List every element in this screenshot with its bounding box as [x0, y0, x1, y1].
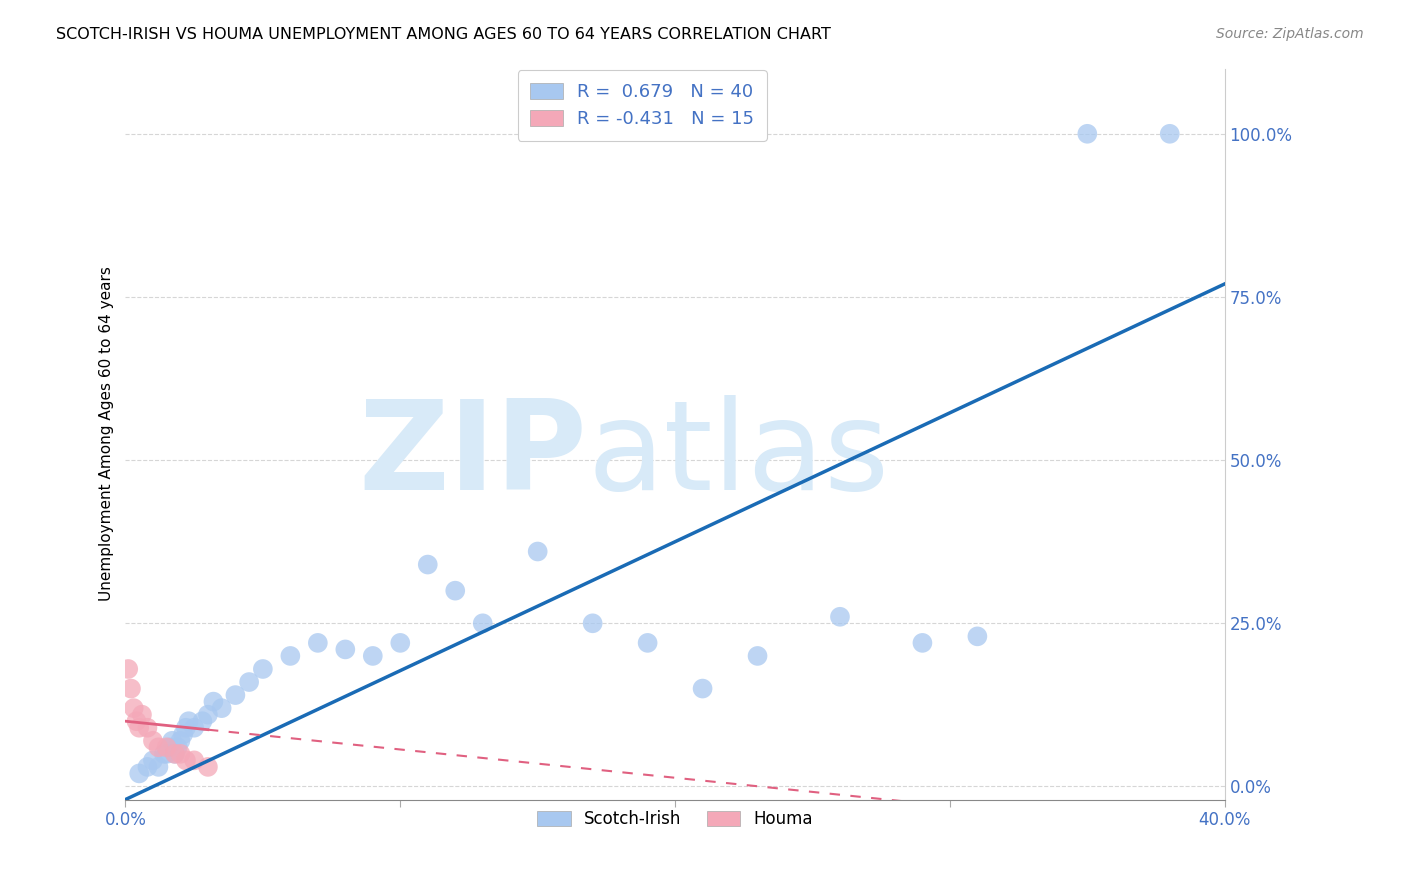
Point	[692, 681, 714, 696]
Point	[1159, 127, 1181, 141]
Point	[136, 760, 159, 774]
Point	[120, 681, 142, 696]
Point	[197, 707, 219, 722]
Point	[128, 721, 150, 735]
Point	[160, 733, 183, 747]
Point	[191, 714, 214, 729]
Point	[128, 766, 150, 780]
Point	[148, 760, 170, 774]
Point	[637, 636, 659, 650]
Text: atlas: atlas	[588, 395, 889, 516]
Text: Source: ZipAtlas.com: Source: ZipAtlas.com	[1216, 27, 1364, 41]
Point	[389, 636, 412, 650]
Point	[361, 648, 384, 663]
Point	[142, 753, 165, 767]
Point	[163, 747, 186, 761]
Y-axis label: Unemployment Among Ages 60 to 64 years: Unemployment Among Ages 60 to 64 years	[100, 267, 114, 601]
Point	[169, 747, 191, 761]
Point	[142, 733, 165, 747]
Legend: Scotch-Irish, Houma: Scotch-Irish, Houma	[531, 804, 820, 835]
Point	[966, 629, 988, 643]
Point	[197, 760, 219, 774]
Point	[238, 675, 260, 690]
Point	[224, 688, 246, 702]
Point	[163, 747, 186, 761]
Point	[169, 733, 191, 747]
Point	[177, 714, 200, 729]
Point	[307, 636, 329, 650]
Point	[828, 609, 851, 624]
Point	[125, 714, 148, 729]
Point	[1076, 127, 1098, 141]
Point	[211, 701, 233, 715]
Point	[122, 701, 145, 715]
Text: ZIP: ZIP	[359, 395, 588, 516]
Point	[471, 616, 494, 631]
Point	[117, 662, 139, 676]
Point	[174, 721, 197, 735]
Point	[172, 727, 194, 741]
Text: SCOTCH-IRISH VS HOUMA UNEMPLOYMENT AMONG AGES 60 TO 64 YEARS CORRELATION CHART: SCOTCH-IRISH VS HOUMA UNEMPLOYMENT AMONG…	[56, 27, 831, 42]
Point	[526, 544, 548, 558]
Point	[174, 753, 197, 767]
Point	[747, 648, 769, 663]
Point	[183, 753, 205, 767]
Point	[153, 747, 176, 761]
Point	[148, 740, 170, 755]
Point	[444, 583, 467, 598]
Point	[156, 740, 179, 755]
Point	[166, 740, 188, 755]
Point	[335, 642, 357, 657]
Point	[280, 648, 302, 663]
Point	[159, 740, 181, 755]
Point	[252, 662, 274, 676]
Point	[156, 747, 179, 761]
Point	[582, 616, 605, 631]
Point	[131, 707, 153, 722]
Point	[183, 721, 205, 735]
Point	[202, 695, 225, 709]
Point	[911, 636, 934, 650]
Point	[136, 721, 159, 735]
Point	[416, 558, 439, 572]
